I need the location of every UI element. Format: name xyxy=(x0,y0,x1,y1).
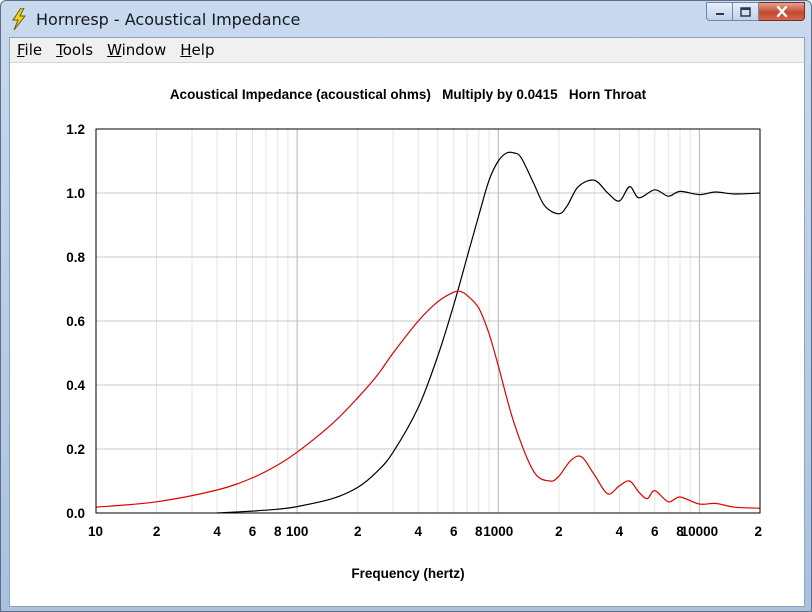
series-group xyxy=(95,151,761,514)
x-tick-label: 1000 xyxy=(483,524,513,539)
x-tick-label: 4 xyxy=(213,524,221,539)
minimize-button[interactable] xyxy=(706,2,733,21)
x-tick-label: 8 xyxy=(274,524,282,539)
menu-window[interactable]: Window xyxy=(107,41,167,59)
x-axis-label: Frequency (hertz) xyxy=(351,566,464,581)
x-tick-label: 8 xyxy=(676,524,684,539)
series-line-red xyxy=(95,290,761,509)
grid xyxy=(95,128,761,514)
chart-title: Acoustical Impedance (acoustical ohms) M… xyxy=(170,87,647,102)
menu-help[interactable]: Help xyxy=(180,41,215,59)
lightning-icon xyxy=(12,8,27,30)
plot-frame xyxy=(95,128,761,514)
x-tick-label: 6 xyxy=(450,524,458,539)
title-bar[interactable]: Hornresp - Acoustical Impedance xyxy=(1,1,811,37)
minimize-icon xyxy=(715,12,724,15)
caption-buttons xyxy=(706,2,805,23)
plot-area: Acoustical Impedance (acoustical ohms) M… xyxy=(10,63,804,606)
window-title: Hornresp - Acoustical Impedance xyxy=(36,10,301,29)
x-tick-label: 2 xyxy=(354,524,362,539)
maximize-button[interactable] xyxy=(733,2,759,21)
y-tick-label: 0.2 xyxy=(66,442,85,457)
x-tick-label: 2 xyxy=(153,524,161,539)
y-tick-label: 0.4 xyxy=(66,378,85,393)
maximize-icon xyxy=(740,6,751,17)
close-icon xyxy=(776,6,787,17)
close-button[interactable] xyxy=(759,2,805,21)
y-axis-ticks: 0.0 0.2 0.4 0.6 0.8 1.0 1.2 xyxy=(66,122,85,521)
x-tick-label: 10000 xyxy=(681,524,719,539)
y-tick-label: 1.0 xyxy=(66,186,85,201)
x-tick-label: 4 xyxy=(616,524,624,539)
x-tick-label: 10 xyxy=(88,524,103,539)
x-tick-label: 100 xyxy=(286,524,309,539)
y-tick-label: 1.2 xyxy=(66,122,85,137)
y-tick-label: 0.6 xyxy=(66,314,85,329)
x-tick-label: 8 xyxy=(475,524,483,539)
y-tick-label: 0.0 xyxy=(66,506,85,521)
series-line-black xyxy=(217,151,761,514)
menu-tools[interactable]: Tools xyxy=(56,41,94,59)
x-tick-label: 2 xyxy=(555,524,563,539)
menu-bar: File Tools Window Help xyxy=(10,38,804,63)
x-tick-label: 4 xyxy=(415,524,423,539)
x-tick-label: 6 xyxy=(651,524,659,539)
x-tick-label: 2 xyxy=(754,524,762,539)
menu-file[interactable]: File xyxy=(17,41,43,59)
impedance-chart: Acoustical Impedance (acoustical ohms) M… xyxy=(66,87,762,581)
y-tick-label: 0.8 xyxy=(66,250,85,265)
x-tick-label: 6 xyxy=(249,524,257,539)
client-area: File Tools Window Help Acoustical Impeda… xyxy=(9,37,805,607)
